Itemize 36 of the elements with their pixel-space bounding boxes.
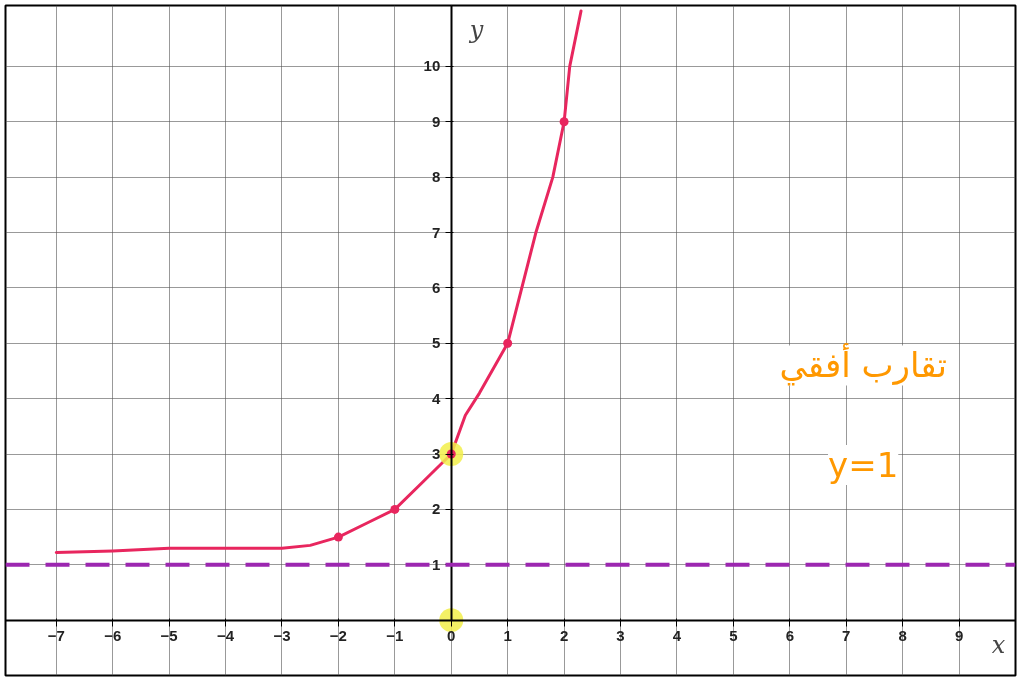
x-tick-label: −6 xyxy=(104,627,122,645)
x-tick-label: 0 xyxy=(447,627,456,645)
y-tick-label: 7 xyxy=(431,223,441,241)
x-tick-label: 3 xyxy=(616,627,625,645)
point xyxy=(333,532,343,542)
annotation: y=1 xyxy=(828,445,899,486)
y-tick-label: 8 xyxy=(431,168,441,186)
annotation: تقارب أفقي xyxy=(779,343,947,387)
x-tick-label: 4 xyxy=(672,627,682,645)
y-tick-label: 1 xyxy=(431,555,441,573)
x-tick-label: −3 xyxy=(273,627,291,645)
x-tick-label: −5 xyxy=(160,627,178,645)
x-tick-label: −7 xyxy=(47,627,65,645)
x-axis-title: x xyxy=(991,631,1006,660)
y-tick-label: 5 xyxy=(431,334,441,352)
y-tick-label: 3 xyxy=(431,445,441,463)
point xyxy=(390,504,400,514)
x-tick-label: −4 xyxy=(217,627,235,645)
y-tick-label: 2 xyxy=(431,500,441,518)
point xyxy=(559,117,569,127)
x-tick-label: −2 xyxy=(329,627,347,645)
x-tick-label: 7 xyxy=(842,627,851,645)
x-tick-label: −1 xyxy=(386,627,404,645)
point xyxy=(503,338,513,348)
y-tick-label: 4 xyxy=(431,389,441,407)
x-tick-label: 6 xyxy=(785,627,794,645)
x-tick-label: 8 xyxy=(898,627,907,645)
x-tick-label: 5 xyxy=(729,627,738,645)
x-tick-label: 2 xyxy=(559,627,569,645)
y-tick-label: 9 xyxy=(431,112,441,130)
y-tick-label: 10 xyxy=(423,57,441,75)
line-series xyxy=(54,9,583,555)
y-axis-title: y xyxy=(468,16,484,45)
x-tick-label: 9 xyxy=(954,627,964,645)
x-tick-label: 1 xyxy=(503,627,512,645)
y-tick-label: 6 xyxy=(431,278,441,296)
